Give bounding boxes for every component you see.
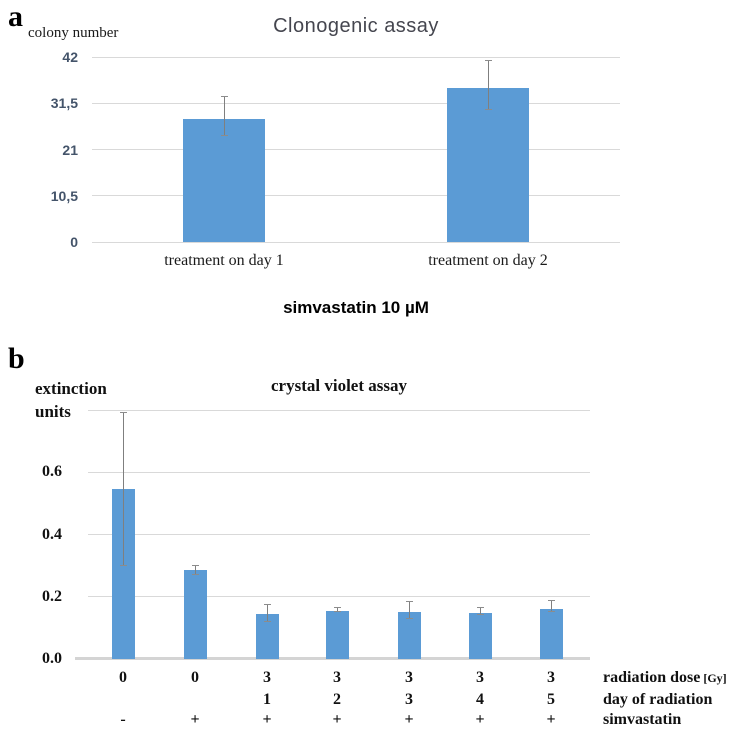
- bar: [183, 570, 207, 659]
- row-label-unit: [Gy]: [700, 671, 727, 685]
- error-bar-cap-top: [476, 606, 484, 608]
- x-annotation-value: 3: [263, 669, 271, 686]
- x-annotation-value: 3: [405, 669, 413, 686]
- bar: [325, 610, 349, 659]
- x-annotation-value: 3: [547, 669, 555, 686]
- error-bar-cap-bottom: [405, 618, 413, 620]
- row-label-text: day of radiation: [603, 691, 713, 708]
- x-annotation-value: 4: [476, 691, 484, 708]
- y-tick-label: 0.6: [42, 463, 62, 481]
- gridline: [92, 195, 620, 197]
- x-annotation-value: 3: [476, 669, 484, 686]
- chart-b-plot-area: 0.0 0.2 0.4 0.6 0 0 3 3 3 3 3 radiation dose [Gy] 1 2…: [42, 409, 727, 728]
- x-annotation-value: +: [475, 711, 485, 728]
- bar: [183, 118, 265, 242]
- error-bar-cap-bottom: [263, 621, 271, 623]
- error-bar: [336, 608, 338, 613]
- error-bar-cap-top: [119, 412, 127, 414]
- row-label-text: simvastatin: [603, 711, 682, 728]
- error-bar-cap-bottom: [220, 135, 228, 137]
- chart-b-y-axis-title-line1: extinction: [35, 379, 107, 398]
- bar: [447, 87, 529, 242]
- x-annotation-value: 3: [405, 691, 413, 708]
- y-tick-label: 0: [70, 234, 78, 250]
- chart-b-title: crystal violet assay: [271, 376, 407, 395]
- y-tick-label: 0.4: [42, 525, 62, 543]
- error-bar: [194, 565, 196, 575]
- bar: [468, 612, 492, 659]
- bar: [397, 611, 421, 659]
- x-annotation-value: 5: [547, 691, 555, 708]
- chart-b-y-axis-title-line2: units: [35, 402, 71, 421]
- gridline: [92, 241, 620, 243]
- x-annotation-value: -: [120, 711, 126, 728]
- error-bar: [223, 96, 225, 137]
- error-bar-cap-top: [484, 60, 492, 62]
- y-tick-label: 21: [62, 141, 78, 158]
- x-annotation-value: 0: [191, 669, 199, 686]
- gridline: [88, 596, 590, 598]
- chart-a-x-axis-title: simvastatin 10 µM: [283, 298, 429, 317]
- error-bar: [550, 600, 552, 613]
- gridline: [92, 56, 620, 58]
- x-annotation-value: +: [332, 711, 342, 728]
- x-annotation-value: 2: [333, 691, 341, 708]
- error-bar: [122, 413, 124, 566]
- gridline: [88, 471, 590, 473]
- x-annotation-value: +: [190, 711, 200, 728]
- error-bar-cap-bottom: [119, 564, 127, 566]
- chart-a-title: Clonogenic assay: [273, 15, 439, 37]
- error-bar-cap-top: [405, 601, 413, 603]
- x-annotation-row-label: day of radiation: [603, 690, 712, 710]
- gridline: [88, 409, 590, 411]
- panel-b-letter: b: [8, 342, 25, 375]
- gridline: [92, 149, 620, 150]
- gridline: [92, 102, 620, 104]
- row-label-text: radiation dose: [603, 669, 701, 686]
- error-bar-cap-top: [333, 607, 341, 609]
- x-annotation-value: 0: [119, 669, 127, 686]
- x-annotation-row-label: simvastatin: [603, 710, 681, 730]
- y-tick-label: 0.0: [42, 650, 62, 667]
- error-bar-cap-top: [547, 599, 555, 601]
- error-bar-cap-top: [220, 95, 228, 97]
- x-annotation-value: +: [262, 711, 272, 728]
- x-annotation-row-label: radiation dose [Gy]: [603, 668, 727, 688]
- y-tick-label: 42: [62, 49, 78, 65]
- chart-a-y-axis-title: colony number: [28, 25, 119, 41]
- y-tick-label: 10,5: [50, 187, 78, 204]
- error-bar: [479, 607, 481, 616]
- error-bar: [487, 61, 489, 110]
- bar: [539, 609, 563, 659]
- error-bar-cap-bottom: [484, 108, 492, 110]
- x-annotation-value: 1: [263, 691, 271, 708]
- error-bar-cap-bottom: [547, 611, 555, 613]
- error-bar-cap-top: [191, 564, 199, 566]
- y-tick-label: 31,5: [50, 95, 78, 112]
- gridline: [88, 534, 590, 535]
- bar: [255, 613, 279, 659]
- bar: [111, 489, 135, 659]
- panel-a-letter: a: [8, 0, 23, 33]
- error-bar: [408, 602, 410, 620]
- error-bar-cap-bottom: [333, 611, 341, 613]
- error-bar-cap-top: [263, 603, 271, 605]
- x-annotation-value: +: [546, 711, 556, 728]
- chart-a-plot-area: 0 10,5 21 31,5 42 treatment on day 1 treatment…: [51, 49, 620, 269]
- x-annotation-value: 3: [333, 669, 341, 686]
- y-tick-label: 0.2: [42, 587, 62, 605]
- x-annotation-value: +: [404, 711, 414, 728]
- error-bar-cap-bottom: [476, 614, 484, 616]
- category-label: treatment on day 1: [164, 252, 284, 269]
- error-bar: [266, 604, 268, 623]
- error-bar-cap-bottom: [191, 573, 199, 575]
- category-label: treatment on day 2: [428, 252, 548, 269]
